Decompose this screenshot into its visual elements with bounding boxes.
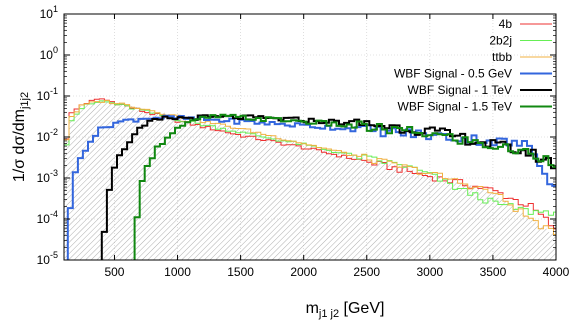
legend: 4b 2b2j ttbb WBF Signal - 0.5 GeV WBF Signal… — [394, 17, 552, 114]
hatched-fill — [64, 101, 556, 260]
x-tick-label: 500 — [104, 265, 124, 279]
x-tick-label: 3500 — [480, 265, 507, 279]
x-axis-label: mj1 j2 [GeV] — [306, 300, 385, 320]
series-layer — [64, 98, 556, 260]
y-tick-label: 10-1 — [37, 86, 58, 103]
x-tick-label: 3000 — [416, 265, 443, 279]
x-tick-label: 1500 — [227, 265, 254, 279]
series-line-wbf-signal-1-5-tev — [133, 113, 556, 260]
legend-label: 4b — [499, 17, 513, 31]
y-tick-label: 10-4 — [37, 209, 58, 226]
series-line-wbf-signal-0-5-gev — [66, 114, 556, 260]
y-axis-label: 1/σ dσ/dmj1j2 — [11, 92, 31, 182]
y-tick-label: 101 — [40, 4, 58, 21]
x-tick-label: 1000 — [164, 265, 191, 279]
legend-label: ttbb — [492, 50, 512, 64]
series-line-ttbb — [64, 100, 556, 260]
hatched-area — [64, 101, 556, 260]
y-tick-label: 10-2 — [37, 127, 58, 144]
y-tick-label: 10-3 — [37, 168, 58, 185]
legend-label: 2b2j — [489, 34, 512, 48]
ticks: 500 1000 1500 2000 2500 3000 3500 4000 101 100 10-… — [37, 4, 570, 279]
x-tick-label: 2500 — [353, 265, 380, 279]
legend-label: WBF Signal - 0.5 GeV — [394, 67, 512, 81]
y-tick-label: 10-5 — [37, 250, 58, 267]
legend-label: WBF Signal - 1.5 TeV — [398, 100, 513, 114]
x-tick-label: 4000 — [543, 265, 570, 279]
y-tick-label: 100 — [40, 45, 58, 62]
x-tick-label: 2000 — [290, 265, 317, 279]
legend-label: WBF Signal - 1 TeV — [408, 83, 512, 97]
